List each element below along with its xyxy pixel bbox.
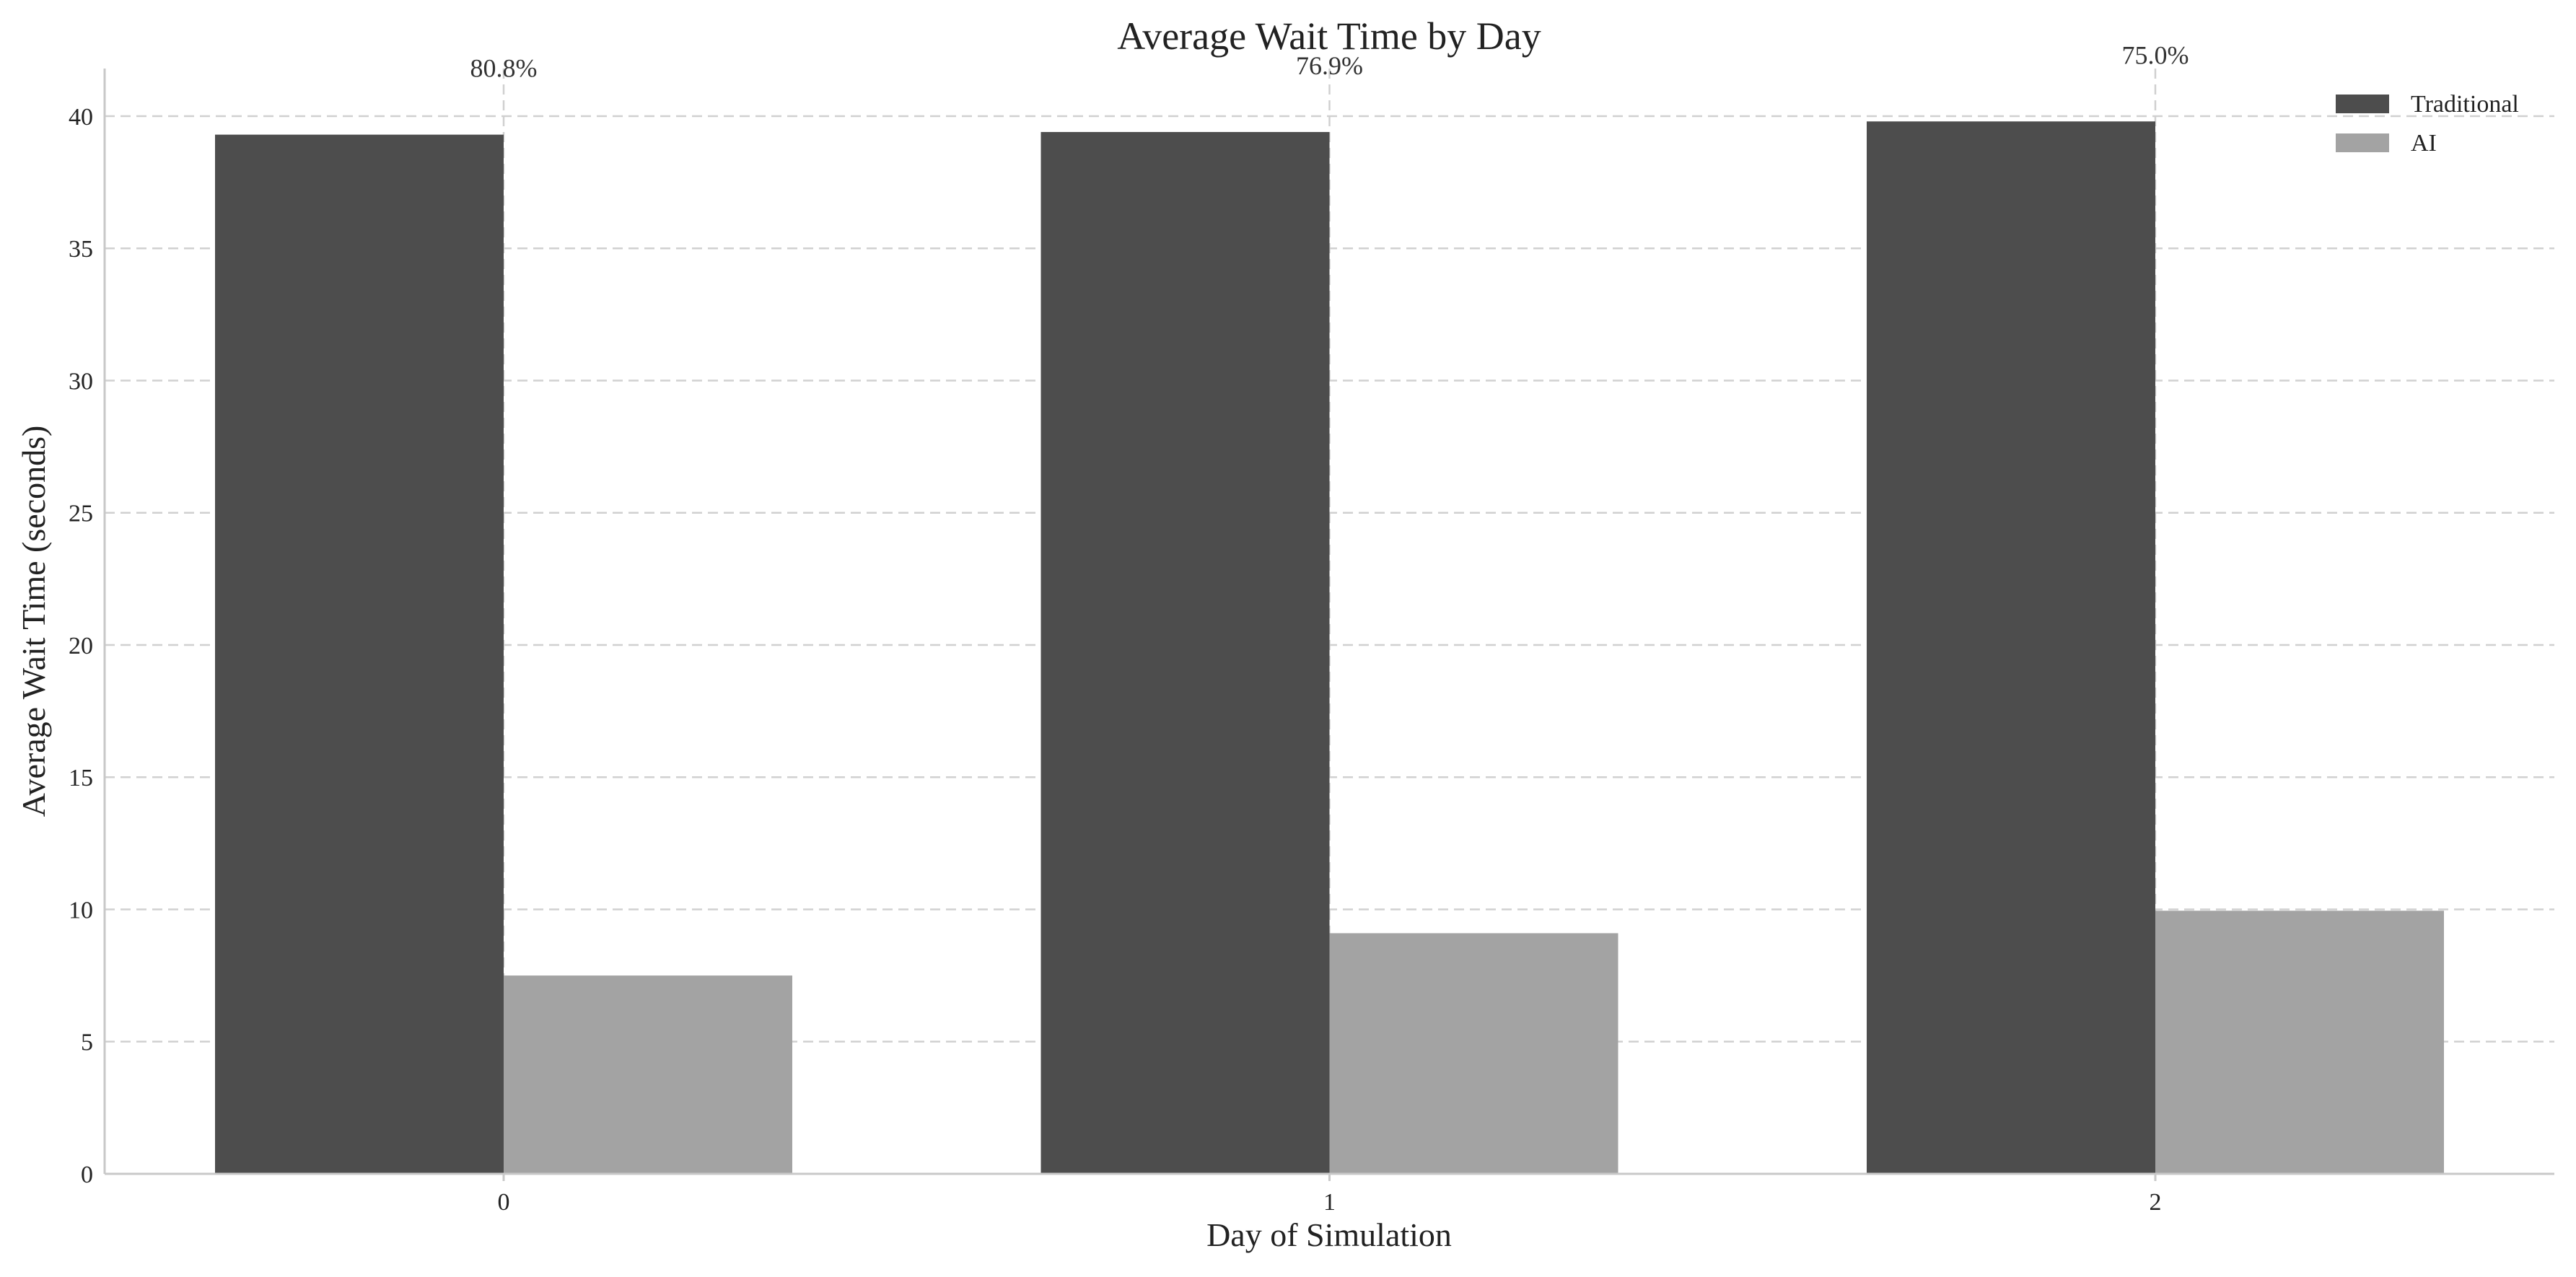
percent-annotations: 80.8% 76.9% 75.0% — [470, 40, 2189, 82]
x-axis-label: Day of Simulation — [1206, 1216, 1452, 1253]
bar-ai-0 — [504, 975, 792, 1174]
y-tick-label: 10 — [69, 897, 93, 923]
bar-ai-1 — [1329, 933, 1618, 1174]
x-tick-labels: 0 1 2 — [498, 1174, 2162, 1216]
bar-traditional-0 — [215, 134, 504, 1174]
y-tick-label: 40 — [69, 104, 93, 131]
x-tick-label: 2 — [2150, 1189, 2162, 1216]
reduction-label: 75.0% — [2122, 40, 2189, 69]
y-tick-label: 5 — [81, 1030, 93, 1056]
y-tick-labels: 0 5 10 15 20 25 30 35 40 — [69, 104, 93, 1188]
y-axis-label: Average Wait Time (seconds) — [15, 426, 52, 817]
bar-traditional-1 — [1041, 131, 1330, 1175]
bars — [215, 121, 2444, 1175]
bar-traditional-2 — [1867, 121, 2155, 1175]
legend-swatch-traditional — [2336, 95, 2389, 113]
legend: Traditional AI — [2336, 91, 2519, 157]
reduction-label: 76.9% — [1296, 51, 1363, 80]
legend-label-ai: AI — [2411, 130, 2437, 157]
y-tick-label: 30 — [69, 368, 93, 395]
legend-swatch-ai — [2336, 133, 2389, 152]
reduction-label: 80.8% — [470, 54, 538, 83]
chart-title: Average Wait Time by Day — [1117, 14, 1541, 58]
x-tick-label: 0 — [498, 1189, 510, 1216]
legend-label-traditional: Traditional — [2411, 91, 2519, 118]
bar-ai-2 — [2155, 910, 2444, 1174]
y-tick-label: 20 — [69, 633, 93, 659]
y-tick-label: 25 — [69, 501, 93, 527]
y-tick-label: 35 — [69, 236, 93, 263]
y-tick-label: 15 — [69, 765, 93, 791]
y-tick-label: 0 — [81, 1162, 93, 1188]
x-tick-label: 1 — [1323, 1189, 1336, 1216]
